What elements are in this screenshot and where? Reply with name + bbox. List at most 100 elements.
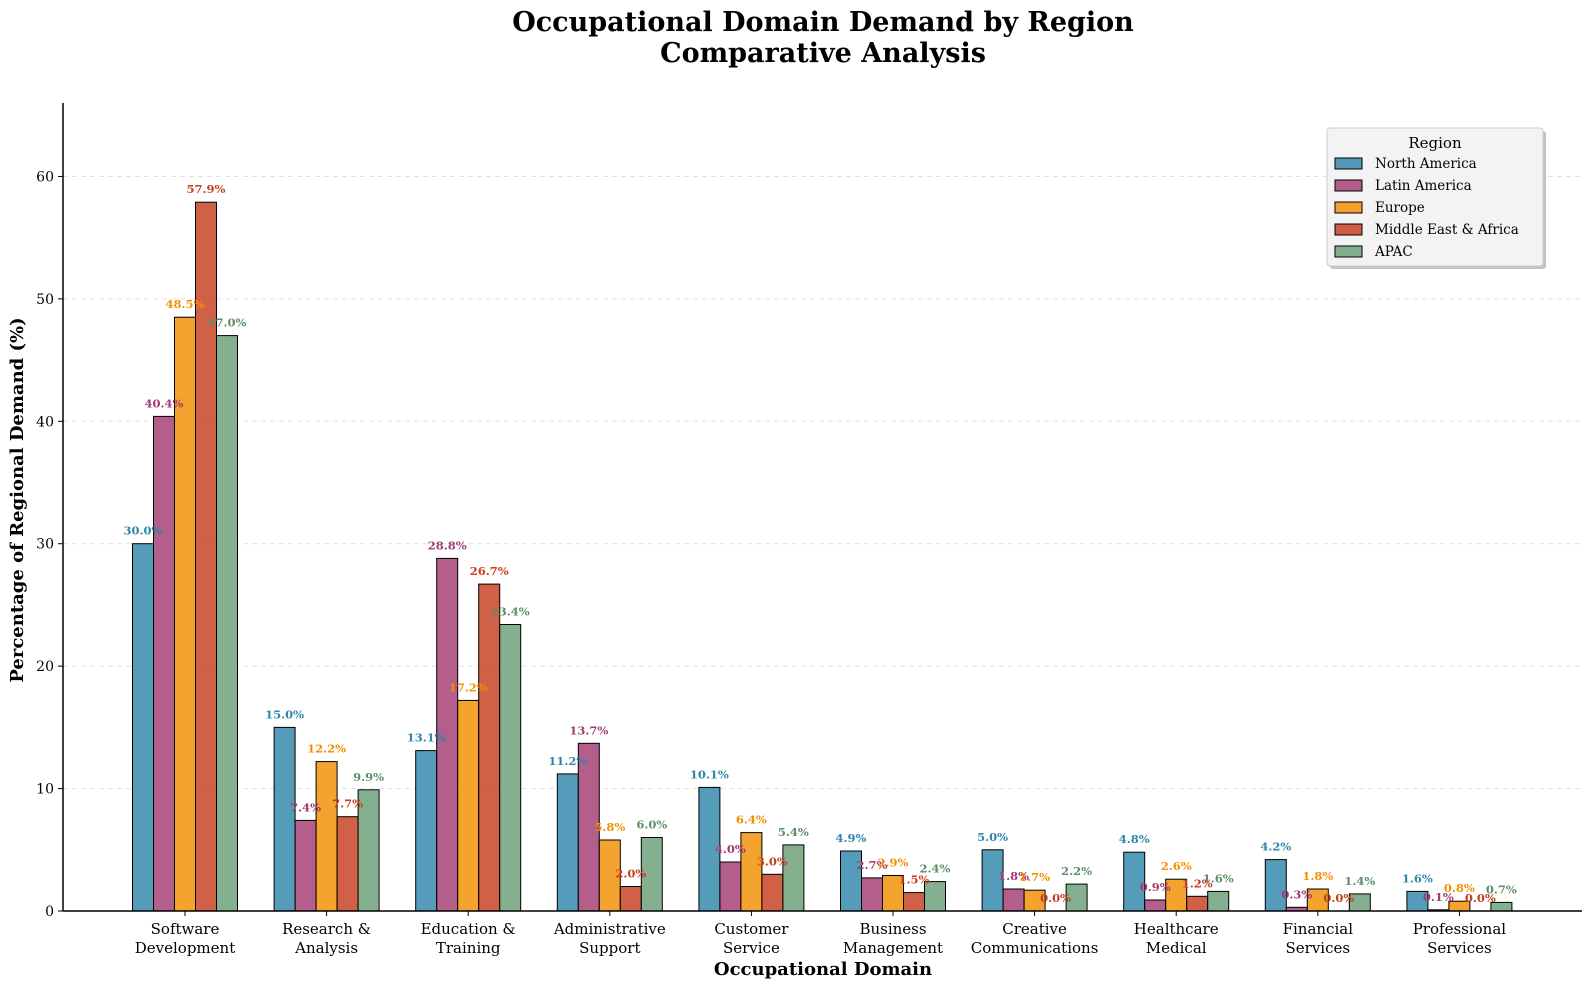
x-tick-label: Software Development xyxy=(135,920,235,957)
data-label: 13.1% xyxy=(407,731,446,745)
data-label: 28.8% xyxy=(428,538,467,552)
data-label: 1.6% xyxy=(1203,871,1234,885)
data-label: 7.7% xyxy=(332,797,363,811)
grid-lines xyxy=(63,175,1582,790)
chart-title-line-2: Comparative Analysis xyxy=(660,38,986,69)
bar xyxy=(903,892,925,912)
data-label: 9.9% xyxy=(353,770,384,784)
bar xyxy=(132,543,154,912)
y-axis-label: Percentage of Regional Demand (%) xyxy=(7,317,28,682)
bar xyxy=(761,873,784,912)
bar xyxy=(336,816,359,912)
data-label: 1.2% xyxy=(1182,876,1213,890)
data-label: 0.9% xyxy=(1140,880,1171,894)
data-label: 11.2% xyxy=(548,754,587,768)
x-tick-label: Financial Services xyxy=(1283,920,1354,957)
bars xyxy=(132,201,1513,912)
data-label: 30.0% xyxy=(124,524,163,538)
x-tick-label: Customer Service xyxy=(714,920,789,957)
data-label: 4.0% xyxy=(715,842,746,856)
data-label: 1.8% xyxy=(998,869,1029,883)
data-label: 12.2% xyxy=(307,742,346,756)
bar xyxy=(153,415,175,912)
x-axis-label: Occupational Domain xyxy=(714,959,932,980)
legend-swatch xyxy=(1334,201,1363,214)
x-tick-label: Research & Analysis xyxy=(282,920,371,957)
data-label: 4.2% xyxy=(1260,840,1291,854)
y-tick-label: 10 xyxy=(36,782,54,798)
data-label: 0.0% xyxy=(1465,891,1496,905)
x-tick-label: Healthcare Medical xyxy=(1134,920,1219,957)
data-label: 2.4% xyxy=(920,862,951,876)
data-label: 0.0% xyxy=(1323,891,1354,905)
y-tick-label: 20 xyxy=(36,659,54,675)
bar xyxy=(315,761,338,912)
data-label: 26.7% xyxy=(470,564,509,578)
y-tick-label: 30 xyxy=(36,537,54,553)
bar xyxy=(1207,890,1230,912)
data-label: 5.8% xyxy=(594,820,625,834)
bar xyxy=(478,583,501,912)
data-label: 1.6% xyxy=(1402,871,1433,885)
bar xyxy=(719,861,742,912)
data-label: 1.7% xyxy=(1019,870,1050,884)
data-label: 0.0% xyxy=(1040,891,1071,905)
legend-swatch xyxy=(1334,179,1363,192)
data-labels: 30.0% 15.0% 13.1% 11.2% 10.1% 4.9% 5.0% 4.8% 4.2… xyxy=(124,182,1517,905)
bar xyxy=(619,886,642,912)
legend-swatch xyxy=(1334,157,1363,170)
x-tick-label: Creative Communications xyxy=(971,920,1099,957)
data-label: 57.9% xyxy=(187,182,226,196)
bar xyxy=(216,335,238,912)
bar xyxy=(294,819,317,912)
data-label: 47.0% xyxy=(208,316,247,330)
data-label: 2.7% xyxy=(857,858,888,872)
data-label: 5.0% xyxy=(977,830,1008,844)
data-label: 1.5% xyxy=(899,873,930,887)
data-label: 0.7% xyxy=(1486,882,1517,896)
legend-swatch xyxy=(1334,223,1363,236)
legend-box xyxy=(1326,127,1544,267)
bar xyxy=(1002,888,1025,912)
x-tick-label: Business Management xyxy=(843,920,943,957)
legend-swatch xyxy=(1334,245,1363,258)
data-label: 40.4% xyxy=(145,396,184,410)
data-label: 3.0% xyxy=(757,854,788,868)
legend: Region North America Latin America Europe M… xyxy=(1326,127,1546,269)
legend-title: Region xyxy=(1408,134,1462,152)
x-tick-label: Administrative Support xyxy=(553,920,666,957)
data-label: 2.6% xyxy=(1161,859,1192,873)
data-label: 2.0% xyxy=(615,867,646,881)
axes xyxy=(62,103,1582,912)
y-tick-label: 50 xyxy=(36,292,54,308)
chart-title-line-1: Occupational Domain Demand by Region xyxy=(512,7,1134,38)
data-label: 6.0% xyxy=(636,818,667,832)
y-tick-label: 40 xyxy=(36,414,54,430)
bar xyxy=(1264,859,1287,912)
legend-entry-label: Europe xyxy=(1375,200,1425,216)
data-label: 4.8% xyxy=(1119,832,1150,846)
bar xyxy=(1186,895,1209,912)
legend-items: North America Latin America Europe Middle E… xyxy=(1334,156,1519,260)
bar xyxy=(273,726,296,912)
bar xyxy=(415,750,438,912)
bar xyxy=(1144,899,1167,912)
data-label: 0.3% xyxy=(1281,887,1312,901)
x-tick-label: Education & Training xyxy=(421,920,516,957)
data-label: 4.9% xyxy=(836,831,867,845)
data-label: 13.7% xyxy=(569,723,608,737)
data-label: 10.1% xyxy=(690,767,729,781)
data-label: 7.4% xyxy=(290,800,321,814)
x-tick-label: Professional Services xyxy=(1413,920,1507,957)
data-label: 6.4% xyxy=(736,813,767,827)
legend-entry-label: Middle East & Africa xyxy=(1375,222,1519,238)
bar xyxy=(556,773,579,912)
data-label: 2.2% xyxy=(1061,864,1092,878)
data-label: 17.2% xyxy=(449,680,488,694)
data-label: 1.4% xyxy=(1344,874,1375,888)
bar xyxy=(457,699,480,912)
data-label: 0.1% xyxy=(1423,890,1454,904)
data-label: 1.8% xyxy=(1302,869,1333,883)
